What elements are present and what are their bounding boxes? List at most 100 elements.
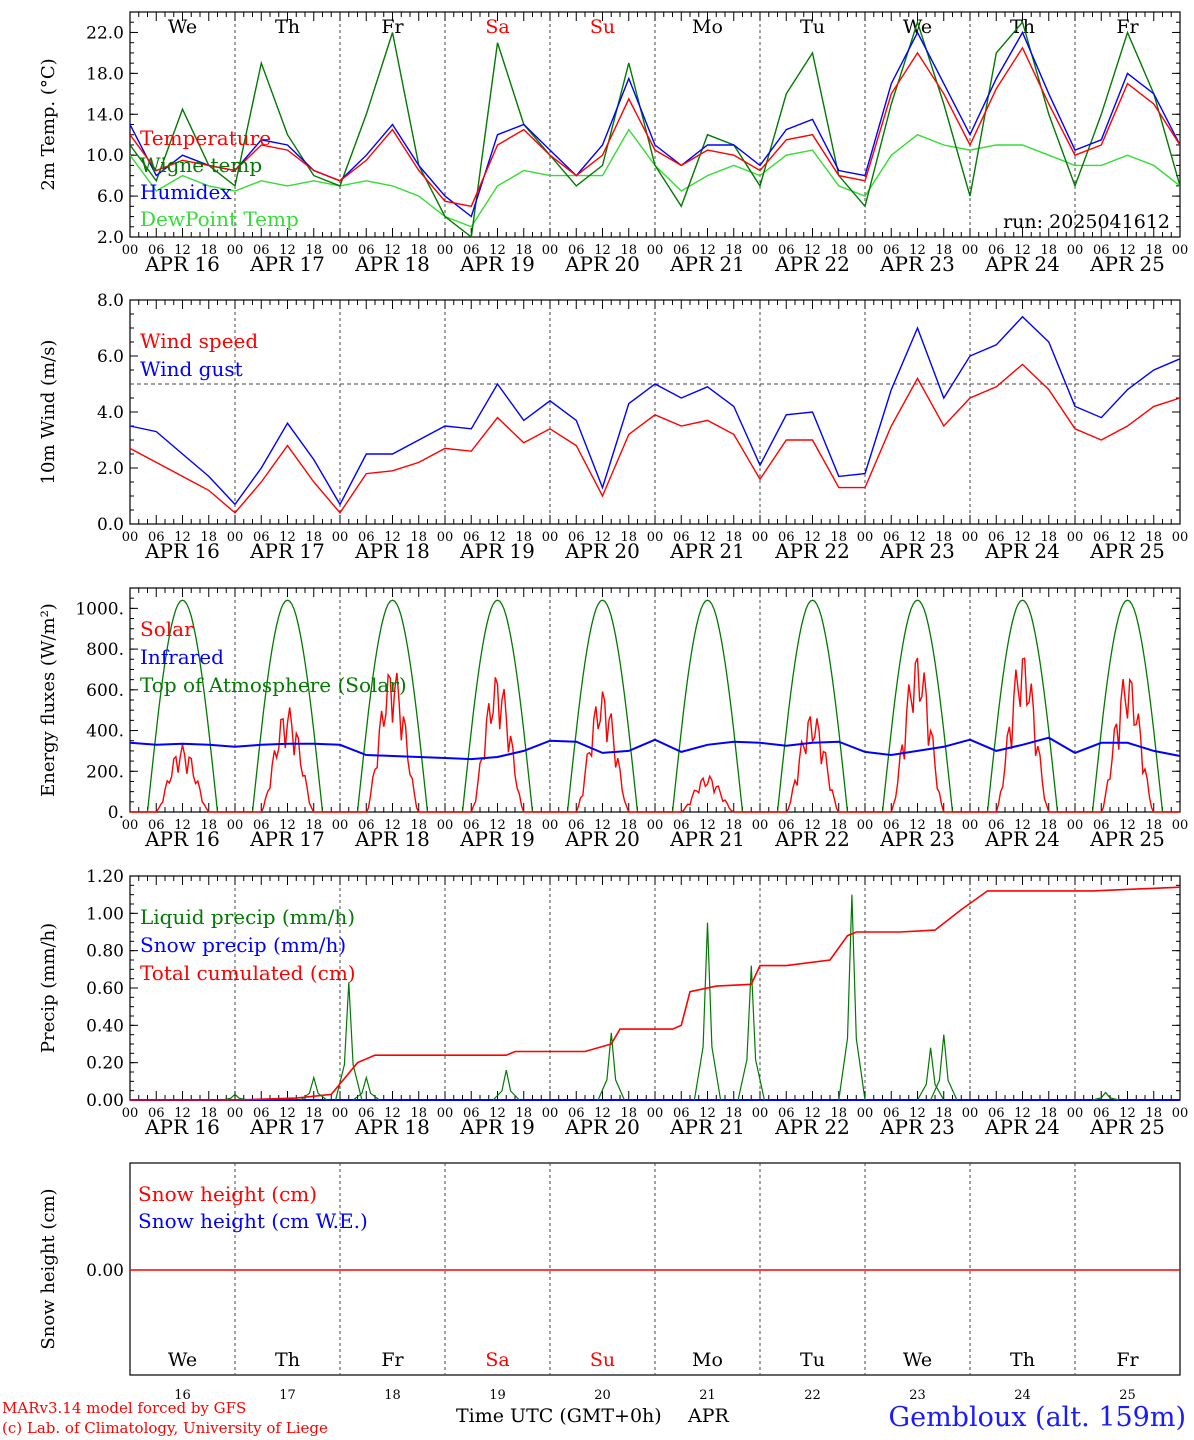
date-label: APR 16 bbox=[144, 539, 220, 563]
hour-tick-label: 12 bbox=[489, 1106, 506, 1121]
date-label: APR 22 bbox=[774, 1115, 850, 1139]
hour-tick-label: 00 bbox=[647, 818, 664, 833]
hour-tick-label: 06 bbox=[673, 1106, 690, 1121]
hour-tick-label: 00 bbox=[227, 530, 244, 545]
series-line-temperature bbox=[130, 46, 1180, 208]
hour-tick-label: 18 bbox=[830, 818, 847, 833]
date-label: APR 24 bbox=[984, 252, 1060, 276]
y-tick-label: 200. bbox=[86, 762, 124, 782]
hour-tick-label: 18 bbox=[1040, 818, 1057, 833]
hour-tick-label: 12 bbox=[384, 1106, 401, 1121]
hour-tick-label: 12 bbox=[804, 1106, 821, 1121]
hour-tick-label: 12 bbox=[489, 818, 506, 833]
legend-entry: Snow height (cm W.E.) bbox=[138, 1209, 368, 1233]
day-number-label: 19 bbox=[489, 1388, 506, 1403]
liquid-precip-spike bbox=[352, 1075, 380, 1101]
hour-tick-label: 12 bbox=[909, 1106, 926, 1121]
hour-tick-label: 12 bbox=[279, 818, 296, 833]
hour-tick-label: 18 bbox=[515, 243, 532, 258]
hour-tick-label: 00 bbox=[647, 1106, 664, 1121]
weekday-label: Tu bbox=[800, 16, 825, 38]
date-label: APR 22 bbox=[774, 827, 850, 851]
hour-tick-label: 18 bbox=[935, 530, 952, 545]
hour-tick-label: 00 bbox=[857, 818, 874, 833]
weekday-label: Tu bbox=[800, 1349, 825, 1371]
hour-tick-label: 00 bbox=[542, 530, 559, 545]
y-tick-label: 0.0 bbox=[97, 515, 124, 535]
date-label: APR 25 bbox=[1089, 252, 1165, 276]
y-tick-label: 4.0 bbox=[97, 403, 124, 423]
hour-tick-label: 18 bbox=[515, 818, 532, 833]
hour-tick-label: 00 bbox=[857, 1106, 874, 1121]
hour-tick-label: 18 bbox=[410, 818, 427, 833]
weekday-label: Mo bbox=[692, 1349, 723, 1371]
hour-tick-label: 18 bbox=[200, 1106, 217, 1121]
hour-tick-label: 06 bbox=[988, 243, 1005, 258]
hour-tick-label: 18 bbox=[515, 530, 532, 545]
hour-tick-label: 12 bbox=[489, 530, 506, 545]
weekday-label: Th bbox=[1010, 1349, 1035, 1371]
date-label: APR 16 bbox=[144, 1115, 220, 1139]
hour-tick-label: 06 bbox=[778, 1106, 795, 1121]
weekday-label: Fr bbox=[381, 16, 404, 38]
date-label: APR 18 bbox=[354, 252, 430, 276]
legend-entry: Humidex bbox=[140, 180, 232, 204]
weekday-label: We bbox=[168, 16, 197, 38]
liquid-precip-spike bbox=[597, 1032, 625, 1101]
y-tick-label: 400. bbox=[86, 722, 124, 742]
date-label: APR 18 bbox=[354, 539, 430, 563]
weekday-label: Sa bbox=[485, 1349, 509, 1371]
hour-tick-label: 00 bbox=[227, 818, 244, 833]
hour-tick-label: 06 bbox=[988, 530, 1005, 545]
hour-tick-label: 06 bbox=[1093, 1106, 1110, 1121]
legend-entry: Wigne temp bbox=[140, 153, 262, 177]
legend-entry: Wind gust bbox=[140, 357, 243, 381]
hour-tick-label: 12 bbox=[699, 530, 716, 545]
hour-tick-label: 00 bbox=[1172, 818, 1189, 833]
legend-entry: Solar bbox=[140, 617, 194, 641]
hour-tick-label: 06 bbox=[778, 818, 795, 833]
date-label: APR 25 bbox=[1089, 827, 1165, 851]
hour-tick-label: 06 bbox=[883, 530, 900, 545]
legend-entry: Liquid precip (mm/h) bbox=[140, 905, 355, 929]
hour-tick-label: 18 bbox=[830, 1106, 847, 1121]
hour-tick-label: 00 bbox=[542, 818, 559, 833]
hour-tick-label: 00 bbox=[752, 818, 769, 833]
hour-tick-label: 12 bbox=[174, 530, 191, 545]
hour-tick-label: 18 bbox=[725, 530, 742, 545]
hour-tick-label: 06 bbox=[568, 818, 585, 833]
hour-tick-label: 12 bbox=[909, 530, 926, 545]
hour-tick-label: 06 bbox=[463, 1106, 480, 1121]
hour-tick-label: 12 bbox=[909, 243, 926, 258]
hour-tick-label: 06 bbox=[883, 243, 900, 258]
hour-tick-label: 12 bbox=[174, 1106, 191, 1121]
y-axis-label: Snow height (cm) bbox=[38, 1188, 59, 1349]
y-tick-label: 0.80 bbox=[86, 942, 124, 962]
y-tick-label: 6.0 bbox=[97, 187, 124, 207]
hour-tick-label: 06 bbox=[358, 530, 375, 545]
hour-tick-label: 00 bbox=[962, 1106, 979, 1121]
liquid-precip-spike bbox=[838, 894, 866, 1101]
legend-entry: Snow precip (mm/h) bbox=[140, 933, 346, 957]
hour-tick-label: 18 bbox=[305, 243, 322, 258]
month-label: APR bbox=[688, 1405, 729, 1427]
x-axis-label: Time UTC (GMT+0h) bbox=[456, 1405, 662, 1427]
liquid-precip-spike bbox=[221, 1093, 249, 1101]
day-number-label: 24 bbox=[1014, 1388, 1031, 1403]
hour-tick-label: 00 bbox=[437, 1106, 454, 1121]
hour-tick-label: 06 bbox=[1093, 530, 1110, 545]
liquid-precip-spike bbox=[930, 1034, 958, 1101]
hour-tick-label: 12 bbox=[1119, 1106, 1136, 1121]
hour-tick-label: 18 bbox=[515, 1106, 532, 1121]
series-line-total-cumulated bbox=[130, 886, 1181, 1101]
hour-tick-label: 00 bbox=[1067, 243, 1084, 258]
date-label: APR 23 bbox=[879, 252, 955, 276]
y-tick-label: 0.40 bbox=[86, 1016, 124, 1036]
panel-frame bbox=[129, 587, 1181, 813]
hour-tick-label: 06 bbox=[568, 243, 585, 258]
hour-tick-label: 00 bbox=[647, 530, 664, 545]
hour-tick-label: 12 bbox=[1014, 530, 1031, 545]
y-tick-label: 2.0 bbox=[97, 228, 124, 248]
date-label: APR 24 bbox=[984, 539, 1060, 563]
hour-tick-label: 18 bbox=[725, 1106, 742, 1121]
